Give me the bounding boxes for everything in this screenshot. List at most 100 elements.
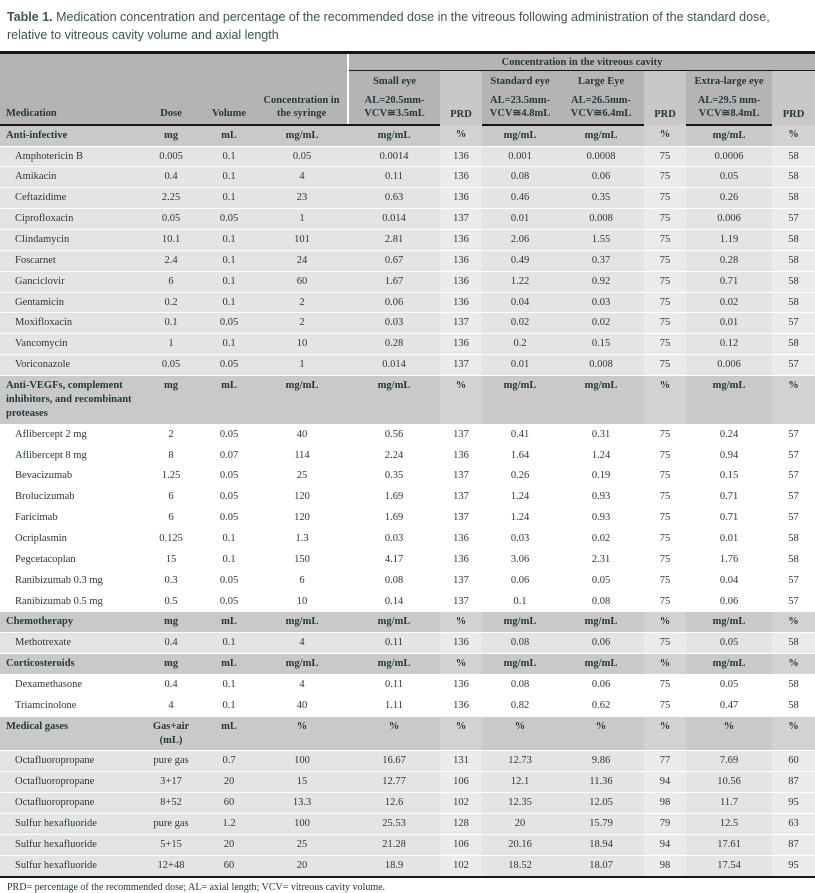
prd-value-cell: 136	[440, 445, 482, 466]
value-cell: 0.008	[558, 354, 644, 376]
value-cell: 0.7	[202, 750, 256, 772]
value-cell: 0.1	[202, 528, 256, 550]
table-row: Faricimab 6 0.05 120 1.69 137 1.24 0.93 75 0.71 57	[0, 507, 815, 529]
value-cell: 0.014	[348, 208, 440, 230]
prd-value-cell: 137	[440, 570, 482, 592]
value-cell: 100	[256, 813, 348, 835]
prd-value-cell: 57	[772, 486, 815, 508]
value-cell: 0.05	[202, 354, 256, 376]
al-line: AL=20.5mm-	[364, 94, 425, 106]
value-cell: 0.11	[348, 632, 440, 654]
value-cell: 0.05	[202, 591, 256, 612]
unit-cell: mg/mL	[482, 653, 558, 675]
value-cell: 0.02	[558, 312, 644, 334]
value-cell: 0.001	[482, 146, 558, 167]
unit-cell: mg/mL	[558, 124, 644, 147]
value-cell: 0.92	[558, 271, 644, 293]
prd-value-cell: 98	[644, 855, 686, 877]
prd-value-cell: 136	[440, 229, 482, 251]
value-cell: 12.1	[482, 771, 558, 793]
value-cell: 4	[256, 674, 348, 696]
value-cell: 0.1	[202, 146, 256, 167]
prd-value-cell: 75	[644, 271, 686, 293]
value-cell: 1	[256, 208, 348, 230]
medication-name-cell: Brolucizumab	[0, 486, 140, 508]
prd-value-cell: 77	[644, 750, 686, 772]
prd-value-cell: 75	[644, 549, 686, 571]
prd-value-cell: 57	[772, 507, 815, 529]
value-cell: 0.56	[348, 424, 440, 445]
value-cell: 0.1	[202, 187, 256, 209]
value-cell: 0.06	[558, 166, 644, 188]
value-cell: 0.05	[202, 208, 256, 230]
prd-value-cell: 137	[440, 591, 482, 612]
value-cell: 0.4	[140, 166, 202, 188]
value-cell: 12.6	[348, 792, 440, 814]
table-row: Ranibizumab 0.5 mg 0.5 0.05 10 0.14 137 0.1 0.0…	[0, 591, 815, 612]
value-cell: 120	[256, 486, 348, 508]
value-cell: 20	[482, 813, 558, 835]
value-cell: 0.1	[202, 632, 256, 654]
col-header-small-eye: AL=20.5mm- VCV≅3.5mL	[347, 90, 440, 126]
value-cell: 0.26	[482, 465, 558, 487]
medication-table: Concentration in the vitreous cavity Sma…	[0, 51, 815, 878]
unit-cell: %	[256, 716, 348, 751]
unit-cell: mg/mL	[686, 653, 772, 675]
value-cell: 17.61	[686, 834, 772, 856]
medication-name-cell: Ganciclovir	[0, 271, 140, 293]
medication-name-cell: Faricimab	[0, 507, 140, 529]
value-cell: 0.08	[482, 632, 558, 654]
value-cell: 0.93	[558, 486, 644, 508]
value-cell: 2	[140, 424, 202, 445]
col-header-large-eye: AL=26.5mm- VCV≅6.4mL	[558, 90, 644, 126]
value-cell: 18.94	[558, 834, 644, 856]
value-cell: 0.0006	[686, 146, 772, 167]
value-cell: 0.67	[348, 250, 440, 272]
table-row: Ciprofloxacin 0.05 0.05 1 0.014 137 0.01 0.008 7…	[0, 208, 815, 230]
medication-name-cell: Octafluoropropane	[0, 750, 140, 772]
value-cell: 0.05	[202, 465, 256, 487]
value-cell: 8	[140, 445, 202, 466]
unit-cell: %	[440, 653, 482, 675]
value-cell: 10	[256, 591, 348, 612]
value-cell: 3.06	[482, 549, 558, 571]
unit-cell: %	[772, 124, 815, 147]
prd-value-cell: 57	[772, 312, 815, 334]
value-cell: 0.1	[202, 229, 256, 251]
prd-value-cell: 60	[772, 750, 815, 772]
prd-value-cell: 58	[772, 632, 815, 654]
header-spacer	[772, 70, 815, 91]
section-header-row: Anti-VEGFs, complement inhibitors, and r…	[0, 375, 815, 425]
value-cell: 0.71	[686, 271, 772, 293]
prd-value-cell: 75	[644, 591, 686, 612]
eye-group-standard: Standard eye	[482, 70, 558, 91]
table-head: Concentration in the vitreous cavity Sma…	[0, 52, 815, 126]
value-cell: 0.01	[482, 208, 558, 230]
value-cell: 0.08	[482, 166, 558, 188]
unit-cell: mg/mL	[348, 611, 440, 633]
al-line: AL=26.5mm-	[571, 94, 631, 106]
section-name-cell: Anti-VEGFs, complement inhibitors, and r…	[0, 375, 140, 425]
value-cell: 0.06	[482, 570, 558, 592]
table-row: Octafluoropropane pure gas 0.7 100 16.67 131 1…	[0, 750, 815, 772]
value-cell: 16.67	[348, 750, 440, 772]
prd-value-cell: 75	[644, 570, 686, 592]
medication-name-cell: Triamcinolone	[0, 695, 140, 717]
value-cell: 0.05	[140, 208, 202, 230]
prd-value-cell: 58	[772, 549, 815, 571]
value-cell: 20	[256, 855, 348, 877]
value-cell: 12.35	[482, 792, 558, 814]
value-cell: 0.82	[482, 695, 558, 717]
value-cell: 0.37	[558, 250, 644, 272]
unit-cell: mg	[140, 611, 202, 633]
value-cell: 120	[256, 507, 348, 529]
prd-value-cell: 58	[772, 146, 815, 167]
unit-cell: %	[440, 124, 482, 147]
value-cell: 0.1	[202, 166, 256, 188]
value-cell: 1.19	[686, 229, 772, 251]
unit-cell: mg	[140, 653, 202, 675]
prd-value-cell: 128	[440, 813, 482, 835]
table-caption-label: Table 1.	[7, 10, 53, 24]
prd-value-cell: 95	[772, 792, 815, 814]
value-cell: 2.81	[348, 229, 440, 251]
